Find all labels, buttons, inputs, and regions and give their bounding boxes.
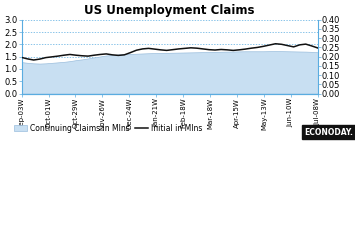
Title: US Unemployment Claims: US Unemployment Claims: [84, 4, 255, 17]
Legend: Continuing Claims in Mlns, Initial in Mlns: Continuing Claims in Mlns, Initial in Ml…: [13, 124, 203, 133]
Text: ECONODAY.: ECONODAY.: [305, 128, 353, 137]
